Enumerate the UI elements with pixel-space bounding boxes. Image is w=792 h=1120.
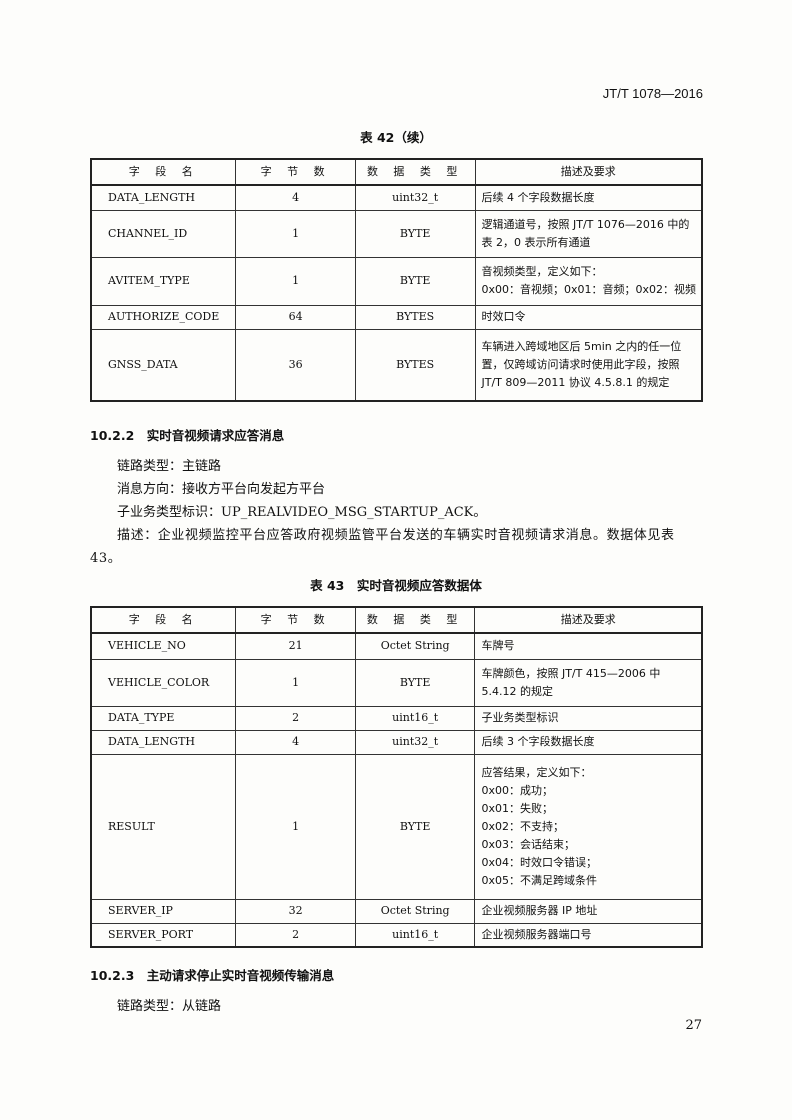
description: 子业务类型标识: [474, 705, 703, 731]
description: 音视频类型，定义如下： 0x00：音视频；0x01：音频；0x02：视频: [474, 256, 703, 306]
data-type: Octet String: [354, 898, 476, 924]
data-type: uint16_t: [354, 705, 476, 731]
byte-count: 64: [235, 304, 356, 330]
paragraph: 链路类型：从链路: [117, 999, 222, 1014]
field-name: DATA_LENGTH: [90, 729, 237, 755]
table-row: CHANNEL_ID 1 BYTE 逻辑通道号，按照 JT/T 1076—2016 中…: [90, 209, 703, 258]
table-row: SERVER_PORT 2 uint16_t 企业视频服务器端口号: [90, 922, 703, 948]
description: 应答结果，定义如下： 0x00：成功； 0x01：失败； 0x02：不支持； 0…: [474, 753, 703, 900]
table-43: 字 段 名字 节 数数 据 类 型描述及要求 VEHICLE_NO 21 Octet …: [90, 606, 703, 948]
paragraph: 链路类型：主链路: [117, 459, 222, 474]
field-name: AUTHORIZE_CODE: [90, 304, 237, 330]
table-row: DATA_LENGTH 4 uint32_t 后续 3 个字段数据长度: [90, 729, 703, 755]
byte-count: 32: [235, 898, 356, 924]
data-type: BYTES: [354, 304, 476, 330]
field-name: RESULT: [90, 753, 237, 900]
paragraph: 子业务类型标识：UP_REALVIDEO_MSG_STARTUP_ACK。: [117, 505, 487, 520]
table-row: RESULT 1 BYTE 应答结果，定义如下： 0x00：成功； 0x01：失败； …: [90, 753, 703, 900]
table-42: 字 段 名字 节 数数 据 类 型描述及要求 DATA_LENGTH 4 uint32…: [90, 158, 703, 402]
byte-count: 1: [235, 753, 356, 900]
field-name: VEHICLE_COLOR: [90, 658, 237, 707]
table-header-row: 字 段 名字 节 数数 据 类 型描述及要求: [90, 158, 703, 186]
description: 车辆进入跨域地区后 5min 之内的任一位置，仅跨域访问请求时使用此字段，按照 …: [474, 328, 703, 402]
field-name: DATA_LENGTH: [90, 184, 237, 211]
description: 车牌号: [474, 632, 703, 660]
description: 后续 4 个字段数据长度: [474, 184, 703, 211]
section-title-10-2-2: 10.2.2 实时音视频请求应答消息: [90, 428, 285, 443]
table-row: SERVER_IP 32 Octet String 企业视频服务器 IP 地址: [90, 898, 703, 924]
column-header: 字 段 名: [90, 606, 237, 634]
byte-count: 21: [235, 632, 356, 660]
byte-count: 2: [235, 705, 356, 731]
column-header: 数 据 类 型: [354, 606, 476, 634]
description: 逻辑通道号，按照 JT/T 1076—2016 中的表 2，0 表示所有通道: [474, 209, 703, 258]
field-name: DATA_TYPE: [90, 705, 237, 731]
table43-caption: 表 43 实时音视频应答数据体: [310, 578, 482, 593]
table-row: VEHICLE_COLOR 1 BYTE 车牌颜色，按照 JT/T 415—2006 …: [90, 658, 703, 707]
byte-count: 1: [235, 658, 356, 707]
table42-caption: 表 42（续）: [360, 130, 432, 145]
field-name: SERVER_IP: [90, 898, 237, 924]
table-row: AUTHORIZE_CODE 64 BYTES 时效口令: [90, 304, 703, 330]
table-header-row: 字 段 名字 节 数数 据 类 型描述及要求: [90, 606, 703, 634]
data-type: Octet String: [354, 632, 476, 660]
data-type: BYTE: [354, 209, 476, 258]
section-title-10-2-3: 10.2.3 主动请求停止实时音视频传输消息: [90, 968, 335, 983]
byte-count: 1: [235, 256, 356, 306]
column-header: 字 段 名: [90, 158, 237, 186]
table-row: AVITEM_TYPE 1 BYTE 音视频类型，定义如下： 0x00：音视频；0x0…: [90, 256, 703, 306]
description: 时效口令: [474, 304, 703, 330]
byte-count: 4: [235, 184, 356, 211]
data-type: uint32_t: [354, 184, 476, 211]
data-type: uint16_t: [354, 922, 476, 948]
paragraph: 消息方向：接收方平台向发起方平台: [117, 482, 326, 497]
table-row: DATA_LENGTH 4 uint32_t 后续 4 个字段数据长度: [90, 184, 703, 211]
description: 企业视频服务器 IP 地址: [474, 898, 703, 924]
byte-count: 2: [235, 922, 356, 948]
standard-header: JT/T 1078—2016: [602, 86, 703, 101]
table-row: VEHICLE_NO 21 Octet String 车牌号: [90, 632, 703, 660]
field-name: SERVER_PORT: [90, 922, 237, 948]
table-row: DATA_TYPE 2 uint16_t 子业务类型标识: [90, 705, 703, 731]
field-name: VEHICLE_NO: [90, 632, 237, 660]
column-header: 字 节 数: [235, 606, 356, 634]
field-name: GNSS_DATA: [90, 328, 237, 402]
byte-count: 36: [235, 328, 356, 402]
page-number: 27: [685, 1018, 702, 1033]
paragraph: 描述：企业视频监控平台应答政府视频监管平台发送的车辆实时音视频请求消息。数据体见…: [90, 528, 675, 566]
field-name: AVITEM_TYPE: [90, 256, 237, 306]
data-type: BYTE: [354, 256, 476, 306]
description: 企业视频服务器端口号: [474, 922, 703, 948]
column-header: 描述及要求: [474, 606, 703, 634]
data-type: BYTE: [354, 658, 476, 707]
description: 后续 3 个字段数据长度: [474, 729, 703, 755]
data-type: uint32_t: [354, 729, 476, 755]
column-header: 字 节 数: [235, 158, 356, 186]
data-type: BYTE: [354, 753, 476, 900]
byte-count: 4: [235, 729, 356, 755]
column-header: 描述及要求: [474, 158, 703, 186]
table-row: GNSS_DATA 36 BYTES 车辆进入跨域地区后 5min 之内的任一位置，仅…: [90, 328, 703, 402]
description: 车牌颜色，按照 JT/T 415—2006 中 5.4.12 的规定: [474, 658, 703, 707]
byte-count: 1: [235, 209, 356, 258]
field-name: CHANNEL_ID: [90, 209, 237, 258]
data-type: BYTES: [354, 328, 476, 402]
column-header: 数 据 类 型: [354, 158, 476, 186]
